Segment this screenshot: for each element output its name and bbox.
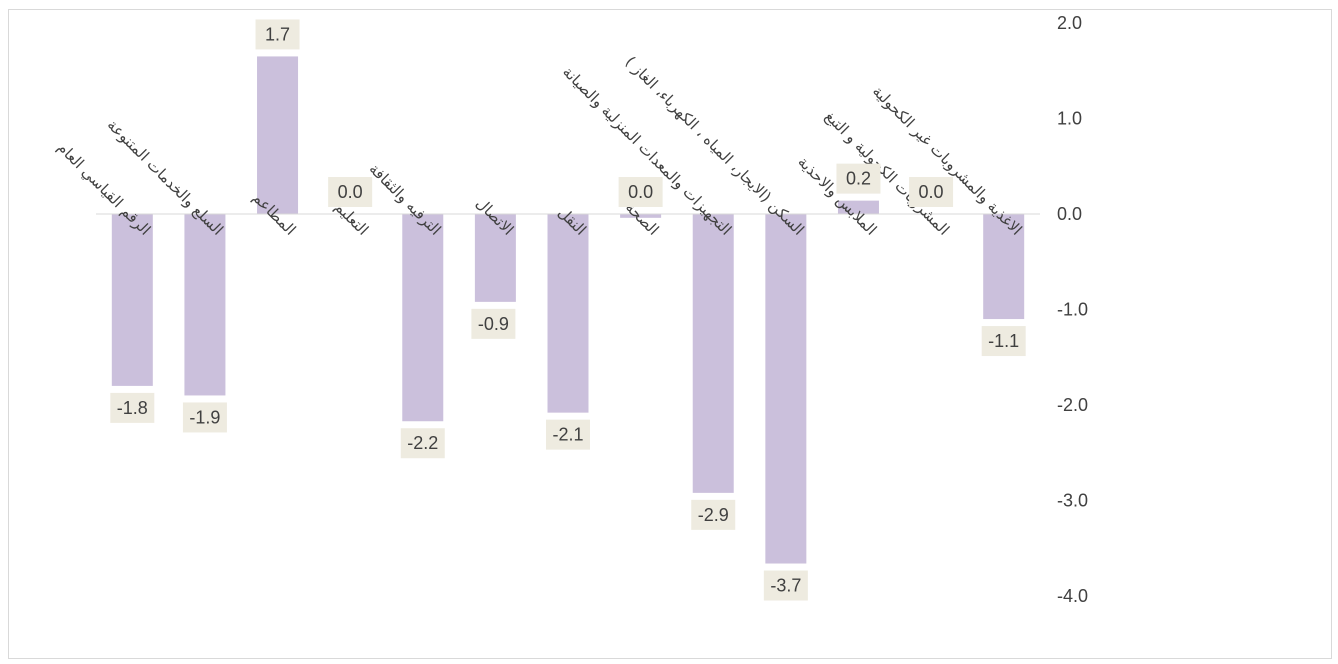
y-axis-tick-labels: 2.0 1.0 0.0 -1.0 -2.0 -3.0 -4.0 [1057,13,1088,606]
data-label: 0.2 [836,163,881,194]
bar [547,214,589,413]
data-label: 0.0 [909,177,954,207]
bars-group [111,56,1025,564]
data-label-bg [981,326,1026,357]
data-label-text: -1.9 [189,407,220,427]
bar [765,214,807,564]
data-label-text: -2.2 [407,433,438,453]
data-label-text: -3.7 [770,576,801,596]
bar [184,214,226,396]
data-label-bg [691,499,736,530]
data-label-text: 0.0 [628,182,653,202]
bar [620,214,662,218]
data-labels: -1.8 -1.9 1.7 0.0 -2.2 -0.9 -2.1 0.0 -2.9 -3.7 0.2… [110,19,1026,601]
data-label-bg [182,402,227,433]
data-label: -0.9 [471,308,516,339]
y-tick-label: -1.0 [1057,300,1088,320]
data-label: -1.8 [110,392,155,423]
data-label-bg [400,428,445,459]
bar [257,56,299,214]
bar [402,214,444,422]
data-label-text: -1.1 [988,331,1019,351]
bar [692,214,734,493]
data-label-text: 0.0 [919,182,944,202]
chart-frame [8,9,1332,659]
data-label: 0.0 [328,177,373,207]
y-tick-label: 0.0 [1057,204,1082,224]
bar [983,214,1025,320]
data-label-text: -0.9 [478,314,509,334]
y-tick-label: -3.0 [1057,491,1088,511]
data-label: 0.0 [618,177,663,207]
data-label: -1.1 [981,326,1026,357]
data-label-bg [836,163,881,194]
y-tick-label: -4.0 [1057,586,1088,606]
y-tick-label: 2.0 [1057,13,1082,33]
data-label: -3.7 [763,570,808,601]
data-label-bg [909,177,954,207]
data-label-text: 1.7 [265,24,290,44]
y-tick-label: 1.0 [1057,109,1082,129]
y-tick-label: -2.0 [1057,395,1088,415]
bar [837,200,879,214]
bar [111,214,153,386]
data-label: -1.9 [182,402,227,433]
data-label-bg [546,419,590,450]
data-label-text: 0.0 [338,182,363,202]
data-label: -2.2 [400,428,445,459]
data-label: -2.1 [546,419,590,450]
data-label: 1.7 [255,19,300,50]
category-label: الاغذية والمشروبات غير الكحولية [869,82,1026,239]
bar [474,214,516,302]
data-label-bg [763,570,808,601]
data-label-bg [110,392,155,423]
data-label-bg [618,177,663,207]
data-label-text: -1.8 [117,398,148,418]
data-label-bg [328,177,373,207]
data-label-text: 0.2 [846,169,871,189]
data-label: -2.9 [691,499,736,530]
data-label-text: -2.9 [698,505,729,525]
data-label-text: -2.1 [552,425,583,445]
data-label-bg [471,308,516,339]
data-label-bg [255,19,300,50]
